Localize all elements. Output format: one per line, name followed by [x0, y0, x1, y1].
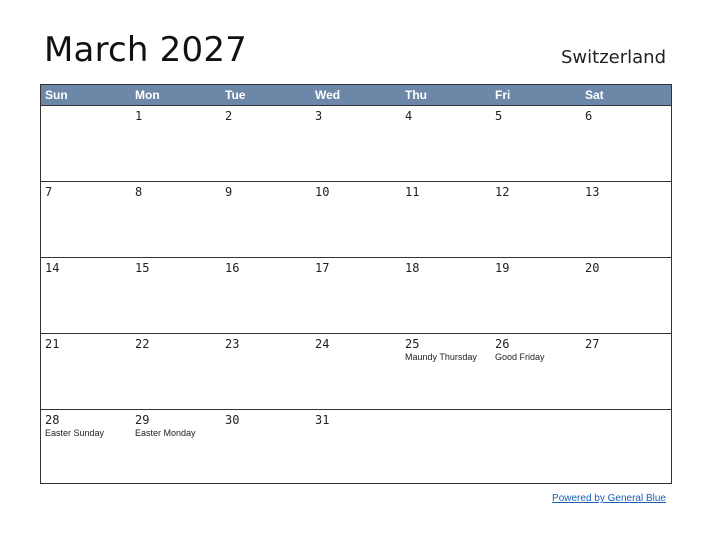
- day-cell: 23: [221, 334, 311, 409]
- day-cell: 14: [41, 258, 131, 333]
- day-cell: 16: [221, 258, 311, 333]
- day-number: 16: [225, 261, 240, 275]
- day-number: 28: [45, 413, 60, 427]
- day-number: 5: [495, 109, 503, 123]
- calendar-title: March 2027: [44, 30, 247, 70]
- week-row: 1 2 3 4 5 6: [41, 106, 671, 182]
- day-cell: 7: [41, 182, 131, 257]
- weekday-fri: Fri: [495, 88, 511, 102]
- calendar-grid: Sun Mon Tue Wed Thu Fri Sat 1 2 3 4 5 6 7 8 9 10 1…: [40, 84, 672, 484]
- day-cell: 25 Maundy Thursday: [401, 334, 491, 409]
- day-number: 27: [585, 337, 600, 351]
- weekday-tue: Tue: [225, 88, 246, 102]
- day-cell: [581, 410, 671, 485]
- day-cell: 3: [311, 106, 401, 181]
- day-number: 31: [315, 413, 330, 427]
- country-label: Switzerland: [561, 47, 666, 68]
- day-number: 15: [135, 261, 150, 275]
- day-cell: 15: [131, 258, 221, 333]
- day-number: 14: [45, 261, 60, 275]
- week-row: 14 15 16 17 18 19 20: [41, 258, 671, 334]
- week-row: 21 22 23 24 25 Maundy Thursday 26 Good Friday 27: [41, 334, 671, 410]
- day-number: 21: [45, 337, 60, 351]
- day-cell: 2: [221, 106, 311, 181]
- holiday-label: Easter Sunday: [45, 428, 105, 438]
- powered-by-link[interactable]: Powered by General Blue: [552, 493, 666, 504]
- day-number: 4: [405, 109, 413, 123]
- day-number: 22: [135, 337, 150, 351]
- day-cell: 31: [311, 410, 401, 485]
- day-cell: 28 Easter Sunday: [41, 410, 131, 485]
- day-number: 13: [585, 185, 600, 199]
- day-number: 23: [225, 337, 240, 351]
- day-number: 19: [495, 261, 510, 275]
- day-number: 17: [315, 261, 330, 275]
- day-cell: [41, 106, 131, 181]
- day-number: 18: [405, 261, 420, 275]
- day-cell: [401, 410, 491, 485]
- day-number: 11: [405, 185, 420, 199]
- day-cell: 18: [401, 258, 491, 333]
- weekday-header-row: Sun Mon Tue Wed Thu Fri Sat: [41, 85, 671, 106]
- day-number: 6: [585, 109, 593, 123]
- holiday-label: Maundy Thursday: [405, 352, 477, 362]
- day-cell: 10: [311, 182, 401, 257]
- weekday-sat: Sat: [585, 88, 604, 102]
- weeks-container: 1 2 3 4 5 6 7 8 9 10 11 12 13 14 15 16 17 18 19 20 21 22 23 24 2…: [41, 106, 671, 485]
- day-cell: 17: [311, 258, 401, 333]
- day-cell: 13: [581, 182, 671, 257]
- holiday-label: Easter Monday: [135, 428, 196, 438]
- day-number: 2: [225, 109, 233, 123]
- day-number: 26: [495, 337, 510, 351]
- day-cell: 5: [491, 106, 581, 181]
- day-cell: [491, 410, 581, 485]
- day-number: 7: [45, 185, 53, 199]
- day-number: 20: [585, 261, 600, 275]
- day-cell: 19: [491, 258, 581, 333]
- week-row: 28 Easter Sunday 29 Easter Monday 30 31: [41, 410, 671, 485]
- day-cell: 21: [41, 334, 131, 409]
- day-number: 24: [315, 337, 330, 351]
- weekday-mon: Mon: [135, 88, 160, 102]
- day-cell: 30: [221, 410, 311, 485]
- day-number: 25: [405, 337, 420, 351]
- day-number: 30: [225, 413, 240, 427]
- day-number: 1: [135, 109, 143, 123]
- day-cell: 29 Easter Monday: [131, 410, 221, 485]
- day-cell: 4: [401, 106, 491, 181]
- holiday-label: Good Friday: [495, 352, 545, 362]
- day-cell: 24: [311, 334, 401, 409]
- day-number: 9: [225, 185, 233, 199]
- day-cell: 20: [581, 258, 671, 333]
- day-cell: 8: [131, 182, 221, 257]
- day-number: 29: [135, 413, 150, 427]
- day-cell: 26 Good Friday: [491, 334, 581, 409]
- day-number: 10: [315, 185, 330, 199]
- day-cell: 11: [401, 182, 491, 257]
- day-cell: 1: [131, 106, 221, 181]
- day-cell: 9: [221, 182, 311, 257]
- day-number: 8: [135, 185, 143, 199]
- weekday-sun: Sun: [45, 88, 68, 102]
- weekday-thu: Thu: [405, 88, 427, 102]
- day-number: 3: [315, 109, 323, 123]
- day-cell: 22: [131, 334, 221, 409]
- day-cell: 27: [581, 334, 671, 409]
- day-cell: 12: [491, 182, 581, 257]
- weekday-wed: Wed: [315, 88, 341, 102]
- week-row: 7 8 9 10 11 12 13: [41, 182, 671, 258]
- day-number: 12: [495, 185, 510, 199]
- day-cell: 6: [581, 106, 671, 181]
